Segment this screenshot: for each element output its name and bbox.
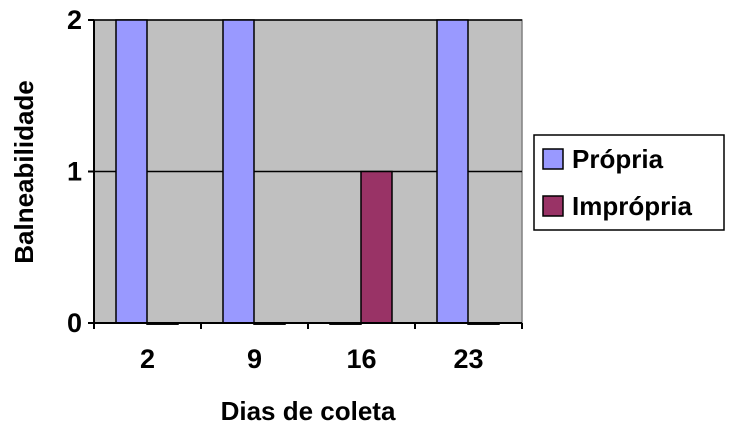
bar-impropria-day-16 <box>360 170 393 324</box>
bar-propria-day-9 <box>222 19 255 324</box>
bar-propria-day-2 <box>115 19 148 324</box>
x-tick-label-2: 2 <box>140 344 155 374</box>
legend-label-impropria: Imprópria <box>572 191 692 221</box>
x-tick-label-9: 9 <box>247 344 262 374</box>
bars <box>115 19 500 325</box>
bar-propria-day-23 <box>436 19 469 324</box>
legend-swatch-impropria <box>542 195 564 217</box>
axes <box>88 19 523 329</box>
x-tick-label-16: 16 <box>346 344 376 374</box>
y-tick-label-2: 2 <box>67 5 82 35</box>
x-tick-label-23: 23 <box>453 344 483 374</box>
y-tick-labels: 0 1 2 <box>67 5 82 338</box>
legend-swatch-propria <box>542 148 564 170</box>
legend-box <box>533 134 725 231</box>
y-tick-label-1: 1 <box>67 157 82 187</box>
y-tick-label-0: 0 <box>67 308 82 338</box>
y-axis-title: Balneabilidade <box>9 80 39 264</box>
x-axis-title: Dias de coleta <box>221 396 396 426</box>
legend: Própria Imprópria <box>533 134 725 231</box>
legend-label-propria: Própria <box>572 144 664 174</box>
x-tick-labels: 2 9 16 23 <box>140 344 484 374</box>
